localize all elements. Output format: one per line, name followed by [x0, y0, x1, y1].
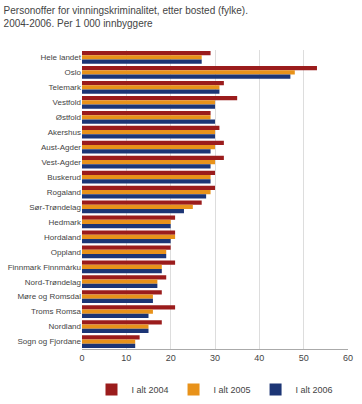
svg-text:Vest-Agder: Vest-Agder [41, 158, 81, 167]
svg-text:Nord-Trøndelag: Nord-Trøndelag [25, 278, 81, 287]
svg-text:Hedmark: Hedmark [49, 218, 82, 227]
svg-text:Buskerud: Buskerud [47, 173, 81, 182]
svg-text:Telemark: Telemark [49, 83, 82, 92]
svg-text:Østfold: Østfold [56, 113, 81, 122]
svg-text:40: 40 [254, 353, 264, 363]
svg-text:Aust-Agder: Aust-Agder [41, 143, 81, 152]
svg-text:Sør-Trøndelag: Sør-Trøndelag [29, 203, 81, 212]
svg-text:Hordaland: Hordaland [44, 233, 81, 242]
svg-text:20: 20 [166, 353, 176, 363]
svg-text:Finnmark Finnmárku: Finnmark Finnmárku [8, 263, 81, 272]
svg-text:50: 50 [299, 353, 309, 363]
svg-text:Troms Romsa: Troms Romsa [31, 307, 81, 316]
svg-text:60: 60 [343, 353, 353, 363]
svg-text:Oslo: Oslo [65, 68, 82, 77]
svg-text:Hele landet: Hele landet [41, 53, 82, 62]
svg-text:Rogaland: Rogaland [47, 188, 81, 197]
svg-text:Sogn og Fjordane: Sogn og Fjordane [17, 337, 81, 346]
svg-text:Vestfold: Vestfold [53, 98, 81, 107]
svg-text:30: 30 [210, 353, 220, 363]
svg-text:Personoffer for vinningskrimin: Personoffer for vinningskriminalitet, et… [4, 5, 248, 29]
svg-text:Oppland: Oppland [51, 248, 81, 257]
svg-text:I alt 2005: I alt 2005 [214, 385, 251, 395]
svg-text:0: 0 [79, 353, 84, 363]
svg-text:I alt 2006: I alt 2006 [296, 385, 333, 395]
svg-text:Akershus: Akershus [48, 128, 81, 137]
svg-text:I alt 2004: I alt 2004 [132, 385, 169, 395]
svg-text:Nordland: Nordland [49, 322, 81, 331]
svg-text:10: 10 [121, 353, 131, 363]
svg-text:Møre og Romsdal: Møre og Romsdal [17, 292, 81, 301]
